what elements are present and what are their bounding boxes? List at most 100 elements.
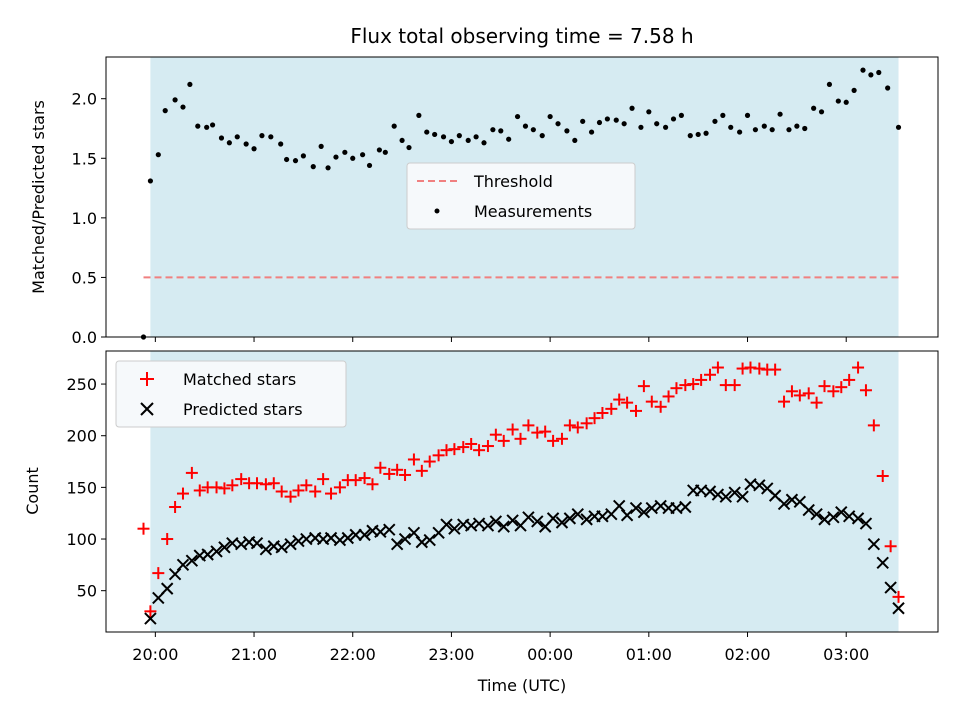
measurement-point (876, 69, 882, 76)
measurement-point (769, 127, 775, 133)
matched-star-point (473, 444, 486, 457)
count-y-tick-label: 100 (66, 530, 97, 549)
measurement-point (818, 109, 825, 115)
measurement-point (300, 153, 306, 159)
matched-star-point (251, 477, 264, 490)
x-tick-label: 02:00 (724, 645, 770, 664)
matched-star-point (391, 463, 404, 476)
predicted-star-point (275, 541, 288, 554)
predicted-star-point (753, 479, 766, 492)
matched-star-point (440, 444, 453, 457)
matched-star-point (695, 373, 708, 386)
predicted-star-point (546, 512, 560, 525)
measurement-point (318, 143, 324, 149)
ratio-x-ticks (154, 337, 847, 342)
predicted-star-point (235, 537, 248, 551)
matched-star-point (514, 432, 527, 445)
matched-star-point (210, 481, 223, 494)
measurement-point (687, 133, 693, 139)
measurement-point (440, 134, 447, 140)
measurement-point (416, 112, 422, 118)
measurement-point (514, 113, 521, 120)
measurement-point (695, 131, 701, 138)
ratio-plot-frame (105, 56, 939, 338)
count-legend: Matched stars Predicted stars (115, 360, 347, 428)
measurement-point (588, 129, 595, 135)
predicted-legend-label: Predicted stars (183, 400, 303, 419)
matched-star-point (802, 387, 815, 400)
predicted-star-point (522, 511, 535, 524)
ratio-y-axis: 0.0 0.5 1.0 1.5 2.0 (72, 90, 106, 347)
matched-star-point (810, 396, 823, 409)
measurement-point (851, 87, 857, 93)
matched-star-point (423, 455, 436, 468)
matched-star-point (407, 453, 420, 466)
matched-star-point (506, 423, 519, 436)
measurement-point (580, 118, 586, 124)
predicted-star-point (620, 509, 634, 522)
matched-star-point (185, 466, 198, 479)
matched-star-point (292, 484, 305, 497)
ratio-legend: Threshold Measurements (406, 162, 636, 230)
predicted-star-point (679, 500, 692, 514)
measurement-point (155, 152, 161, 158)
x-tick-label: 21:00 (231, 645, 277, 664)
matched-star-point (448, 443, 461, 456)
ratio-legend-box (406, 162, 636, 230)
matched-star-point (218, 482, 231, 495)
measurement-point (399, 137, 405, 144)
matched-star-point (662, 390, 675, 403)
measurement-point (226, 140, 232, 146)
measurement-point (539, 133, 545, 139)
measurement-point (195, 123, 201, 129)
predicted-star-point (802, 503, 815, 517)
measurement-point (670, 116, 677, 122)
measurement-point (333, 154, 339, 160)
measurement-point (596, 119, 603, 126)
measurement-point (843, 99, 849, 105)
matched-star-point (736, 362, 749, 375)
measurement-point (284, 156, 290, 163)
measurement-point (234, 134, 240, 140)
measurement-point (278, 141, 284, 147)
measurement-point (646, 109, 652, 115)
measurement-point (564, 128, 570, 134)
measurement-point (737, 129, 743, 135)
matched-star-point (309, 485, 322, 498)
measurement-point (162, 108, 168, 114)
predicted-star-point (349, 528, 362, 542)
measurement-point (860, 67, 866, 73)
predicted-star-point (719, 490, 733, 503)
matched-star-point (835, 381, 848, 394)
matched-star-point (867, 419, 880, 432)
matched-star-point (605, 402, 618, 415)
measurement-point (243, 141, 249, 147)
matched-star-point (300, 479, 313, 492)
measurement-point (811, 105, 817, 111)
measurement-point (481, 140, 487, 146)
matched-star-point (793, 389, 806, 402)
measurement-point (342, 149, 348, 155)
predicted-star-point (259, 543, 273, 556)
matched-star-point (613, 393, 626, 406)
predicted-star-point (440, 518, 453, 531)
predicted-star-point (892, 602, 905, 615)
predicted-star-point (884, 581, 897, 594)
matched-star-point (892, 590, 905, 603)
ratio-y-label: Matched/Predicted stars (29, 100, 48, 294)
count-y-tick-label: 150 (66, 478, 97, 497)
measurement-point (720, 112, 726, 118)
count-y-label: Count (23, 467, 42, 515)
matched-star-point (670, 382, 683, 395)
matched-star-point (522, 419, 535, 432)
matched-star-point (259, 478, 272, 491)
ratio-y-tick-label: 1.0 (72, 209, 97, 228)
measurement-point (530, 127, 536, 133)
measurement-point (621, 121, 627, 127)
predicted-star-point (341, 531, 355, 545)
predicted-star-point (210, 545, 223, 558)
matched-star-point (571, 421, 584, 434)
predicted-star-point (785, 493, 799, 506)
predicted-star-point (654, 499, 667, 513)
